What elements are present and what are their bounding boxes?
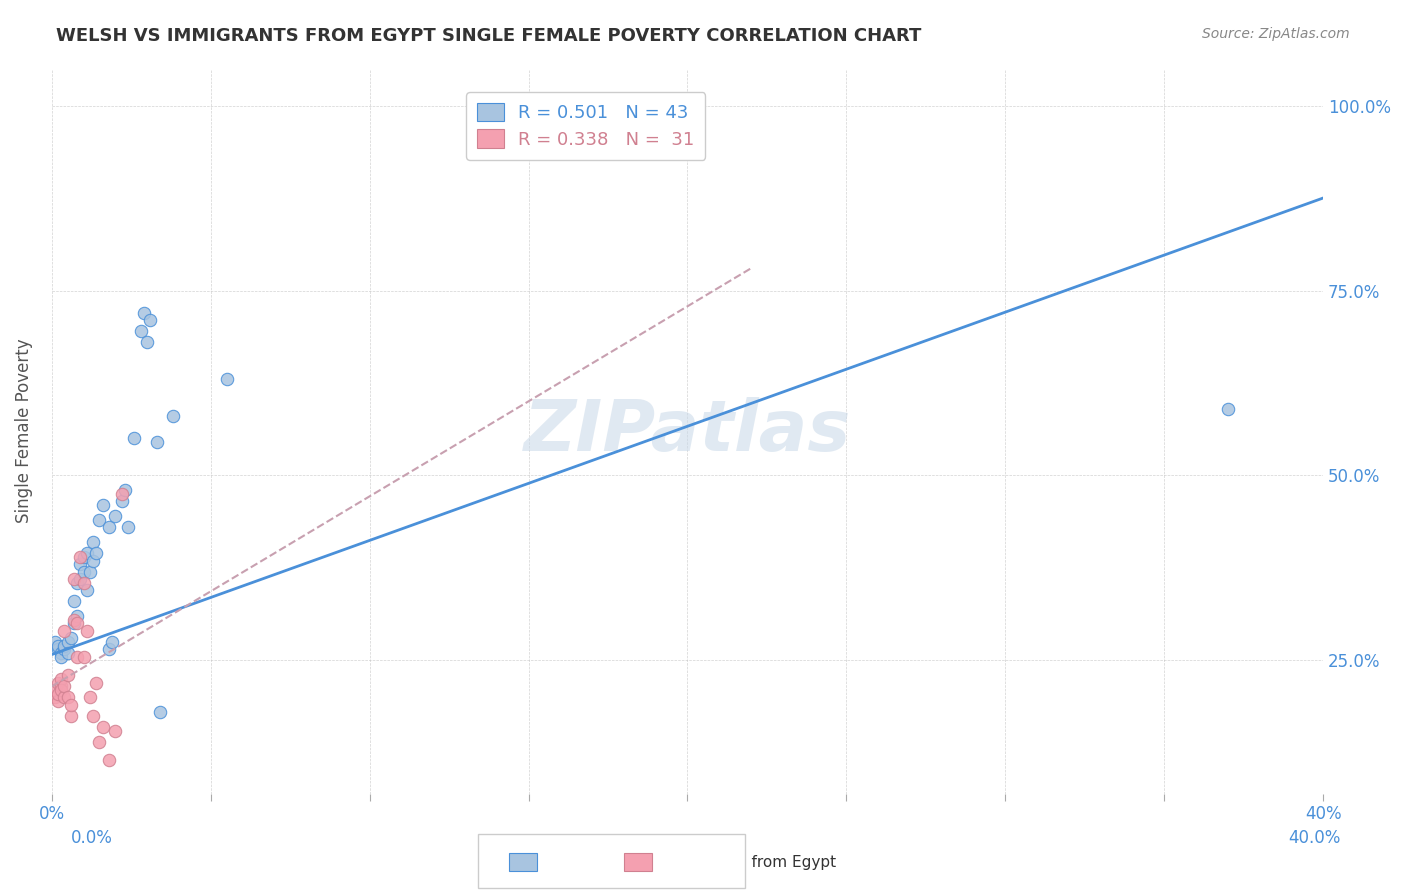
Point	[84, 675, 107, 690]
Point	[63, 594, 86, 608]
Point	[79, 690, 101, 705]
Point	[51, 646, 73, 660]
Point	[162, 409, 184, 424]
Point	[53, 690, 76, 705]
Point	[104, 509, 127, 524]
Point	[72, 565, 94, 579]
Point	[82, 553, 104, 567]
Point	[56, 646, 79, 660]
Text: 40.0%: 40.0%	[1288, 829, 1341, 847]
Point	[76, 583, 98, 598]
Point	[59, 632, 82, 646]
Point	[132, 306, 155, 320]
Point	[44, 690, 66, 705]
Point	[44, 635, 66, 649]
Point	[91, 498, 114, 512]
Point	[89, 735, 111, 749]
Point	[51, 649, 73, 664]
Point	[97, 753, 120, 767]
Point	[53, 624, 76, 638]
Point	[63, 613, 86, 627]
Point	[46, 642, 69, 657]
Point	[111, 494, 134, 508]
Point	[69, 572, 91, 586]
Text: Source: ZipAtlas.com: Source: ZipAtlas.com	[1202, 27, 1350, 41]
Point	[56, 690, 79, 705]
Y-axis label: Single Female Poverty: Single Female Poverty	[15, 339, 32, 524]
Point	[97, 642, 120, 657]
Text: Immigrants from Egypt: Immigrants from Egypt	[659, 855, 837, 870]
Point	[215, 372, 238, 386]
Text: Welsh: Welsh	[544, 855, 589, 870]
Point	[101, 635, 124, 649]
Point	[91, 720, 114, 734]
Point	[84, 546, 107, 560]
Point	[76, 546, 98, 560]
Point	[104, 723, 127, 738]
Point	[69, 558, 91, 572]
Text: WELSH VS IMMIGRANTS FROM EGYPT SINGLE FEMALE POVERTY CORRELATION CHART: WELSH VS IMMIGRANTS FROM EGYPT SINGLE FE…	[56, 27, 921, 45]
Point	[82, 709, 104, 723]
Point	[46, 675, 69, 690]
Point	[97, 520, 120, 534]
Point	[89, 513, 111, 527]
Point	[53, 639, 76, 653]
Point	[63, 572, 86, 586]
Point	[53, 642, 76, 657]
Point	[66, 649, 89, 664]
Point	[114, 483, 136, 498]
Point	[66, 609, 89, 624]
Point	[69, 549, 91, 564]
Point	[66, 616, 89, 631]
Point	[63, 616, 86, 631]
Point	[136, 335, 159, 350]
Point	[76, 624, 98, 638]
Point	[56, 635, 79, 649]
Point	[46, 694, 69, 708]
Point	[139, 313, 162, 327]
Point	[51, 683, 73, 698]
Point	[149, 706, 172, 720]
Point	[111, 487, 134, 501]
Point	[56, 668, 79, 682]
Point	[79, 565, 101, 579]
Text: 0.0%: 0.0%	[70, 829, 112, 847]
Point	[44, 683, 66, 698]
Point	[117, 520, 139, 534]
Text: ZIPatlas: ZIPatlas	[524, 397, 851, 466]
Point	[46, 639, 69, 653]
Point	[72, 649, 94, 664]
Point	[1216, 401, 1239, 416]
Point	[72, 575, 94, 590]
Point	[51, 679, 73, 693]
Point	[129, 324, 152, 338]
Point	[82, 535, 104, 549]
Point	[59, 698, 82, 712]
Point	[59, 709, 82, 723]
Point	[46, 687, 69, 701]
Point	[51, 672, 73, 686]
Legend: R = 0.501   N = 43, R = 0.338   N =  31: R = 0.501 N = 43, R = 0.338 N = 31	[465, 92, 706, 160]
Point	[72, 549, 94, 564]
Point	[53, 679, 76, 693]
Point	[124, 432, 146, 446]
Point	[145, 435, 167, 450]
Point	[66, 575, 89, 590]
